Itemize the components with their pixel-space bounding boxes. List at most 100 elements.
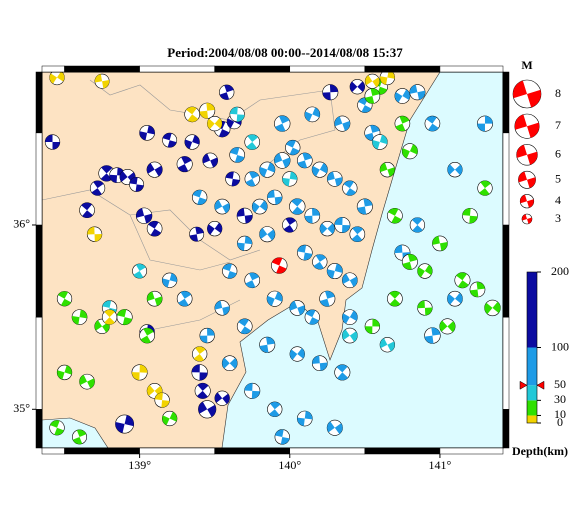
beachball-quadrant — [87, 226, 102, 242]
beachball — [304, 207, 321, 224]
beachball — [462, 207, 478, 224]
beachball-quadrant — [193, 346, 206, 362]
beachball-quadrant — [81, 202, 93, 218]
beachball-quadrant — [358, 97, 372, 113]
beachball — [334, 115, 351, 132]
beachball-quadrant — [522, 214, 532, 224]
beachball-quadrant — [402, 144, 418, 159]
beachball-quadrant — [289, 348, 305, 360]
beachball — [198, 400, 217, 419]
beachball — [162, 132, 178, 148]
beachball — [229, 147, 246, 163]
colorbar-label: 200 — [551, 264, 569, 278]
beachball-quadrant — [162, 411, 177, 426]
beachball-quadrant — [79, 374, 95, 389]
colorbar-segment — [527, 385, 537, 401]
frame-segment — [502, 132, 510, 226]
beachball — [312, 254, 328, 270]
beachball-quadrant — [380, 162, 395, 177]
beachball-quadrant — [365, 75, 380, 88]
beachball-quadrant — [274, 153, 291, 168]
beachball — [132, 263, 148, 279]
beachball — [225, 171, 241, 187]
beachball — [401, 143, 418, 160]
beachball — [409, 84, 426, 101]
beachball — [285, 139, 301, 156]
beachball-quadrant — [271, 257, 287, 274]
beachball — [417, 300, 433, 316]
beachball — [237, 235, 253, 252]
beachball-quadrant — [343, 180, 356, 196]
beachball — [289, 198, 306, 215]
beachball-quadrant — [259, 162, 275, 177]
beachball-quadrant — [289, 300, 305, 315]
beachball — [334, 216, 351, 233]
beachball — [326, 263, 343, 280]
beachball-quadrant — [304, 107, 320, 122]
beachball-quadrant — [207, 222, 223, 235]
beachball — [49, 420, 65, 436]
beachball-quadrant — [402, 254, 418, 270]
frame-segment — [502, 316, 510, 410]
beachball — [244, 382, 261, 399]
beachball — [296, 410, 313, 427]
beachball — [454, 272, 471, 289]
colorbar-label: 0 — [557, 415, 563, 429]
beachball — [49, 72, 65, 86]
beachball — [154, 392, 170, 408]
beachball-quadrant — [259, 337, 275, 353]
beachball-quadrant — [518, 171, 536, 189]
beachball-quadrant — [462, 208, 478, 224]
beachball-quadrant — [412, 217, 423, 233]
beachball — [519, 194, 535, 209]
frame-segment — [502, 71, 510, 134]
beachball-quadrant — [409, 84, 426, 100]
beachball-quadrant — [189, 227, 204, 242]
beachball-quadrant — [426, 116, 439, 132]
beachball-quadrant — [191, 364, 208, 381]
beachball — [379, 337, 396, 353]
beachball-quadrant — [389, 291, 401, 307]
beachball — [512, 79, 542, 109]
beachball — [191, 364, 208, 381]
beachball-quadrant — [252, 200, 268, 213]
beachball — [176, 156, 193, 173]
beachball — [146, 161, 163, 178]
frame-segment — [35, 71, 43, 134]
colorbar-segment — [527, 415, 537, 423]
mag-legend-label: 7 — [555, 118, 561, 132]
beachball — [244, 171, 260, 187]
beachball-quadrant — [342, 310, 358, 324]
beachball — [311, 355, 328, 372]
beachball-quadrant — [312, 162, 328, 177]
beachball — [349, 79, 365, 95]
beachball-quadrant — [202, 153, 218, 168]
beachball — [516, 144, 538, 166]
beachball-quadrant — [297, 245, 313, 261]
beachball-quadrant — [148, 221, 161, 237]
beachball — [161, 410, 178, 427]
beachball-quadrant — [177, 156, 192, 172]
beachball-quadrant — [364, 125, 380, 141]
frame-segment — [214, 447, 291, 455]
beachball — [326, 419, 343, 436]
beachball — [131, 364, 148, 381]
colorbar-label: 100 — [551, 339, 569, 353]
mag-legend-title: M — [521, 58, 532, 72]
beachball-quadrant — [372, 134, 388, 150]
beachball-quadrant — [388, 208, 402, 224]
beachball-quadrant — [225, 171, 240, 187]
frame-segment — [41, 65, 65, 73]
beachball-quadrant — [313, 254, 326, 270]
beachball-quadrant — [57, 365, 72, 380]
beachball — [521, 213, 533, 225]
beachball-quadrant — [432, 236, 448, 251]
mag-legend-label: 3 — [555, 211, 561, 225]
beachball — [342, 272, 358, 289]
beachball — [387, 207, 403, 224]
beachball — [274, 115, 291, 132]
mag-legend-label: 4 — [555, 193, 561, 207]
beachball — [244, 134, 261, 150]
beachball-quadrant — [140, 328, 154, 344]
beachball-quadrant — [214, 300, 230, 316]
